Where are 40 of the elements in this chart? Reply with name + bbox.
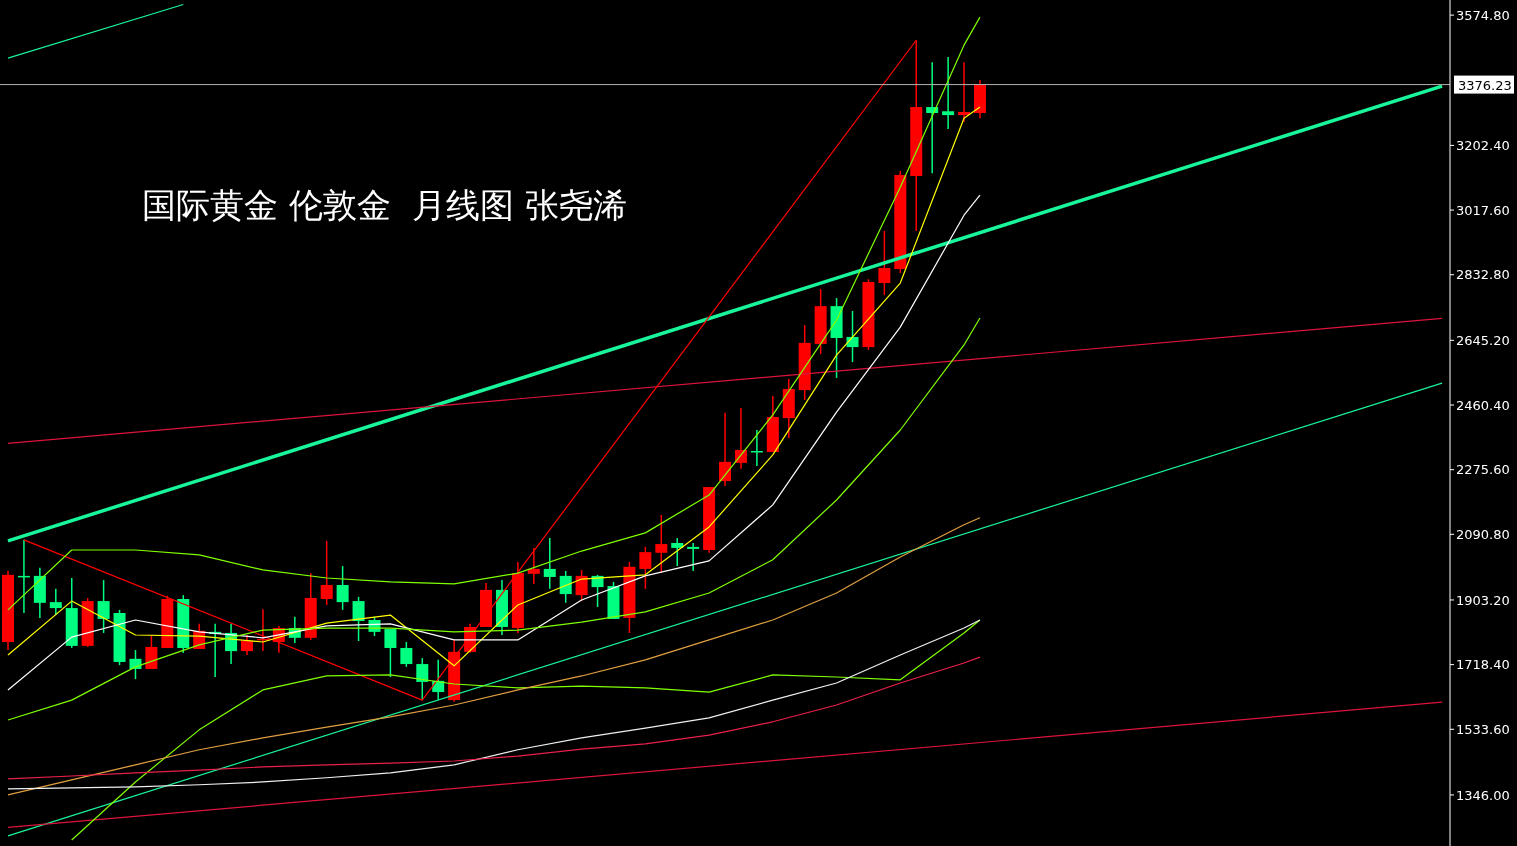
y-tick-label: 3574.80 bbox=[1456, 7, 1510, 23]
y-tick-label: 3202.40 bbox=[1456, 138, 1510, 154]
candlestick bbox=[639, 546, 652, 590]
line-series bbox=[71, 619, 981, 841]
candlestick bbox=[97, 579, 110, 634]
candlestick bbox=[400, 641, 413, 668]
ref-line-label: 3376.23 bbox=[1458, 77, 1512, 93]
line-series bbox=[7, 517, 981, 796]
y-tick-label: 1903.20 bbox=[1456, 592, 1510, 608]
y-tick-label: 3017.60 bbox=[1456, 202, 1510, 218]
candlestick bbox=[543, 537, 556, 590]
line-series bbox=[7, 16, 981, 611]
line-series bbox=[7, 619, 981, 790]
y-tick-label: 2460.40 bbox=[1456, 397, 1510, 413]
candlestick bbox=[942, 56, 955, 130]
y-tick-label: 1346.00 bbox=[1456, 787, 1510, 803]
candlestick bbox=[687, 542, 700, 572]
candlestick bbox=[655, 514, 668, 574]
y-tick-label: 1718.40 bbox=[1456, 657, 1510, 673]
y-tick-label: 2090.80 bbox=[1456, 526, 1510, 542]
y-tick-label: 1533.60 bbox=[1456, 721, 1510, 737]
candlestick bbox=[320, 540, 333, 606]
candlestick bbox=[559, 570, 572, 604]
candlestick bbox=[527, 547, 540, 585]
candlestick bbox=[352, 596, 365, 642]
y-tick-label: 2832.80 bbox=[1456, 267, 1510, 283]
candlestick bbox=[878, 230, 891, 296]
candlestick bbox=[145, 635, 158, 670]
candlestick bbox=[671, 537, 684, 567]
candlestick bbox=[719, 412, 732, 487]
y-tick-label: 2275.60 bbox=[1456, 462, 1510, 478]
candlestick bbox=[241, 634, 254, 656]
candlestick bbox=[336, 565, 349, 611]
candlestick bbox=[384, 628, 397, 678]
text: 国际黄金 伦敦金 月线图 张尧浠 bbox=[142, 184, 628, 227]
candlestick bbox=[416, 657, 429, 701]
line-series bbox=[7, 317, 981, 721]
line-series bbox=[7, 656, 981, 780]
y-tick-label: 2645.20 bbox=[1456, 332, 1510, 348]
candlestick bbox=[49, 588, 62, 616]
